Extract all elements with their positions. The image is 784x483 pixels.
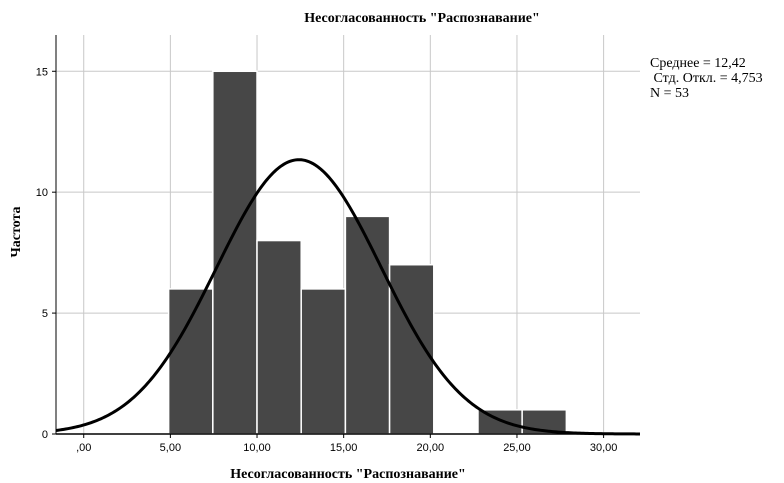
histogram-bar <box>212 70 258 435</box>
statistics-box: Среднее = 12,42 Стд. Откл. = 4,753 N = 5… <box>650 56 763 101</box>
y-tick-label: 0 <box>42 429 48 441</box>
x-tick-label: 10,00 <box>243 442 271 454</box>
x-axis-title: Несогласованность "Распознавание" <box>230 467 466 482</box>
normal-curve <box>55 158 641 436</box>
histogram-bar <box>300 288 347 435</box>
axes <box>55 35 640 435</box>
chart-title: Несогласованность "Распознавание" <box>304 11 540 26</box>
y-tick-label: 5 <box>42 308 48 320</box>
x-tick-label: 15,00 <box>330 442 358 454</box>
x-tick-label: 5,00 <box>160 442 181 454</box>
y-tick-label: 10 <box>36 187 48 199</box>
histogram-bars <box>167 70 568 435</box>
y-axis-title: Частота <box>9 206 24 257</box>
histogram-bar <box>388 263 435 435</box>
stat-sd: Стд. Откл. = 4,753 <box>650 71 763 86</box>
x-tick-label: 20,00 <box>417 442 445 454</box>
y-tick-label: 15 <box>36 66 48 78</box>
x-tick-label: 30,00 <box>590 442 618 454</box>
histogram-bar <box>344 215 391 435</box>
x-tick-label: 25,00 <box>503 442 531 454</box>
histogram-bar <box>256 239 302 435</box>
x-tick-labels: ,00 5,00 10,00 15,00 20,00 25,00 30,00 <box>76 434 617 454</box>
y-tick-labels: 0 5 10 15 <box>36 66 56 441</box>
histogram-bar <box>167 288 214 435</box>
stat-mean: Среднее = 12,42 <box>650 56 746 71</box>
x-tick-label: ,00 <box>76 442 91 454</box>
stat-n: N = 53 <box>650 86 690 101</box>
